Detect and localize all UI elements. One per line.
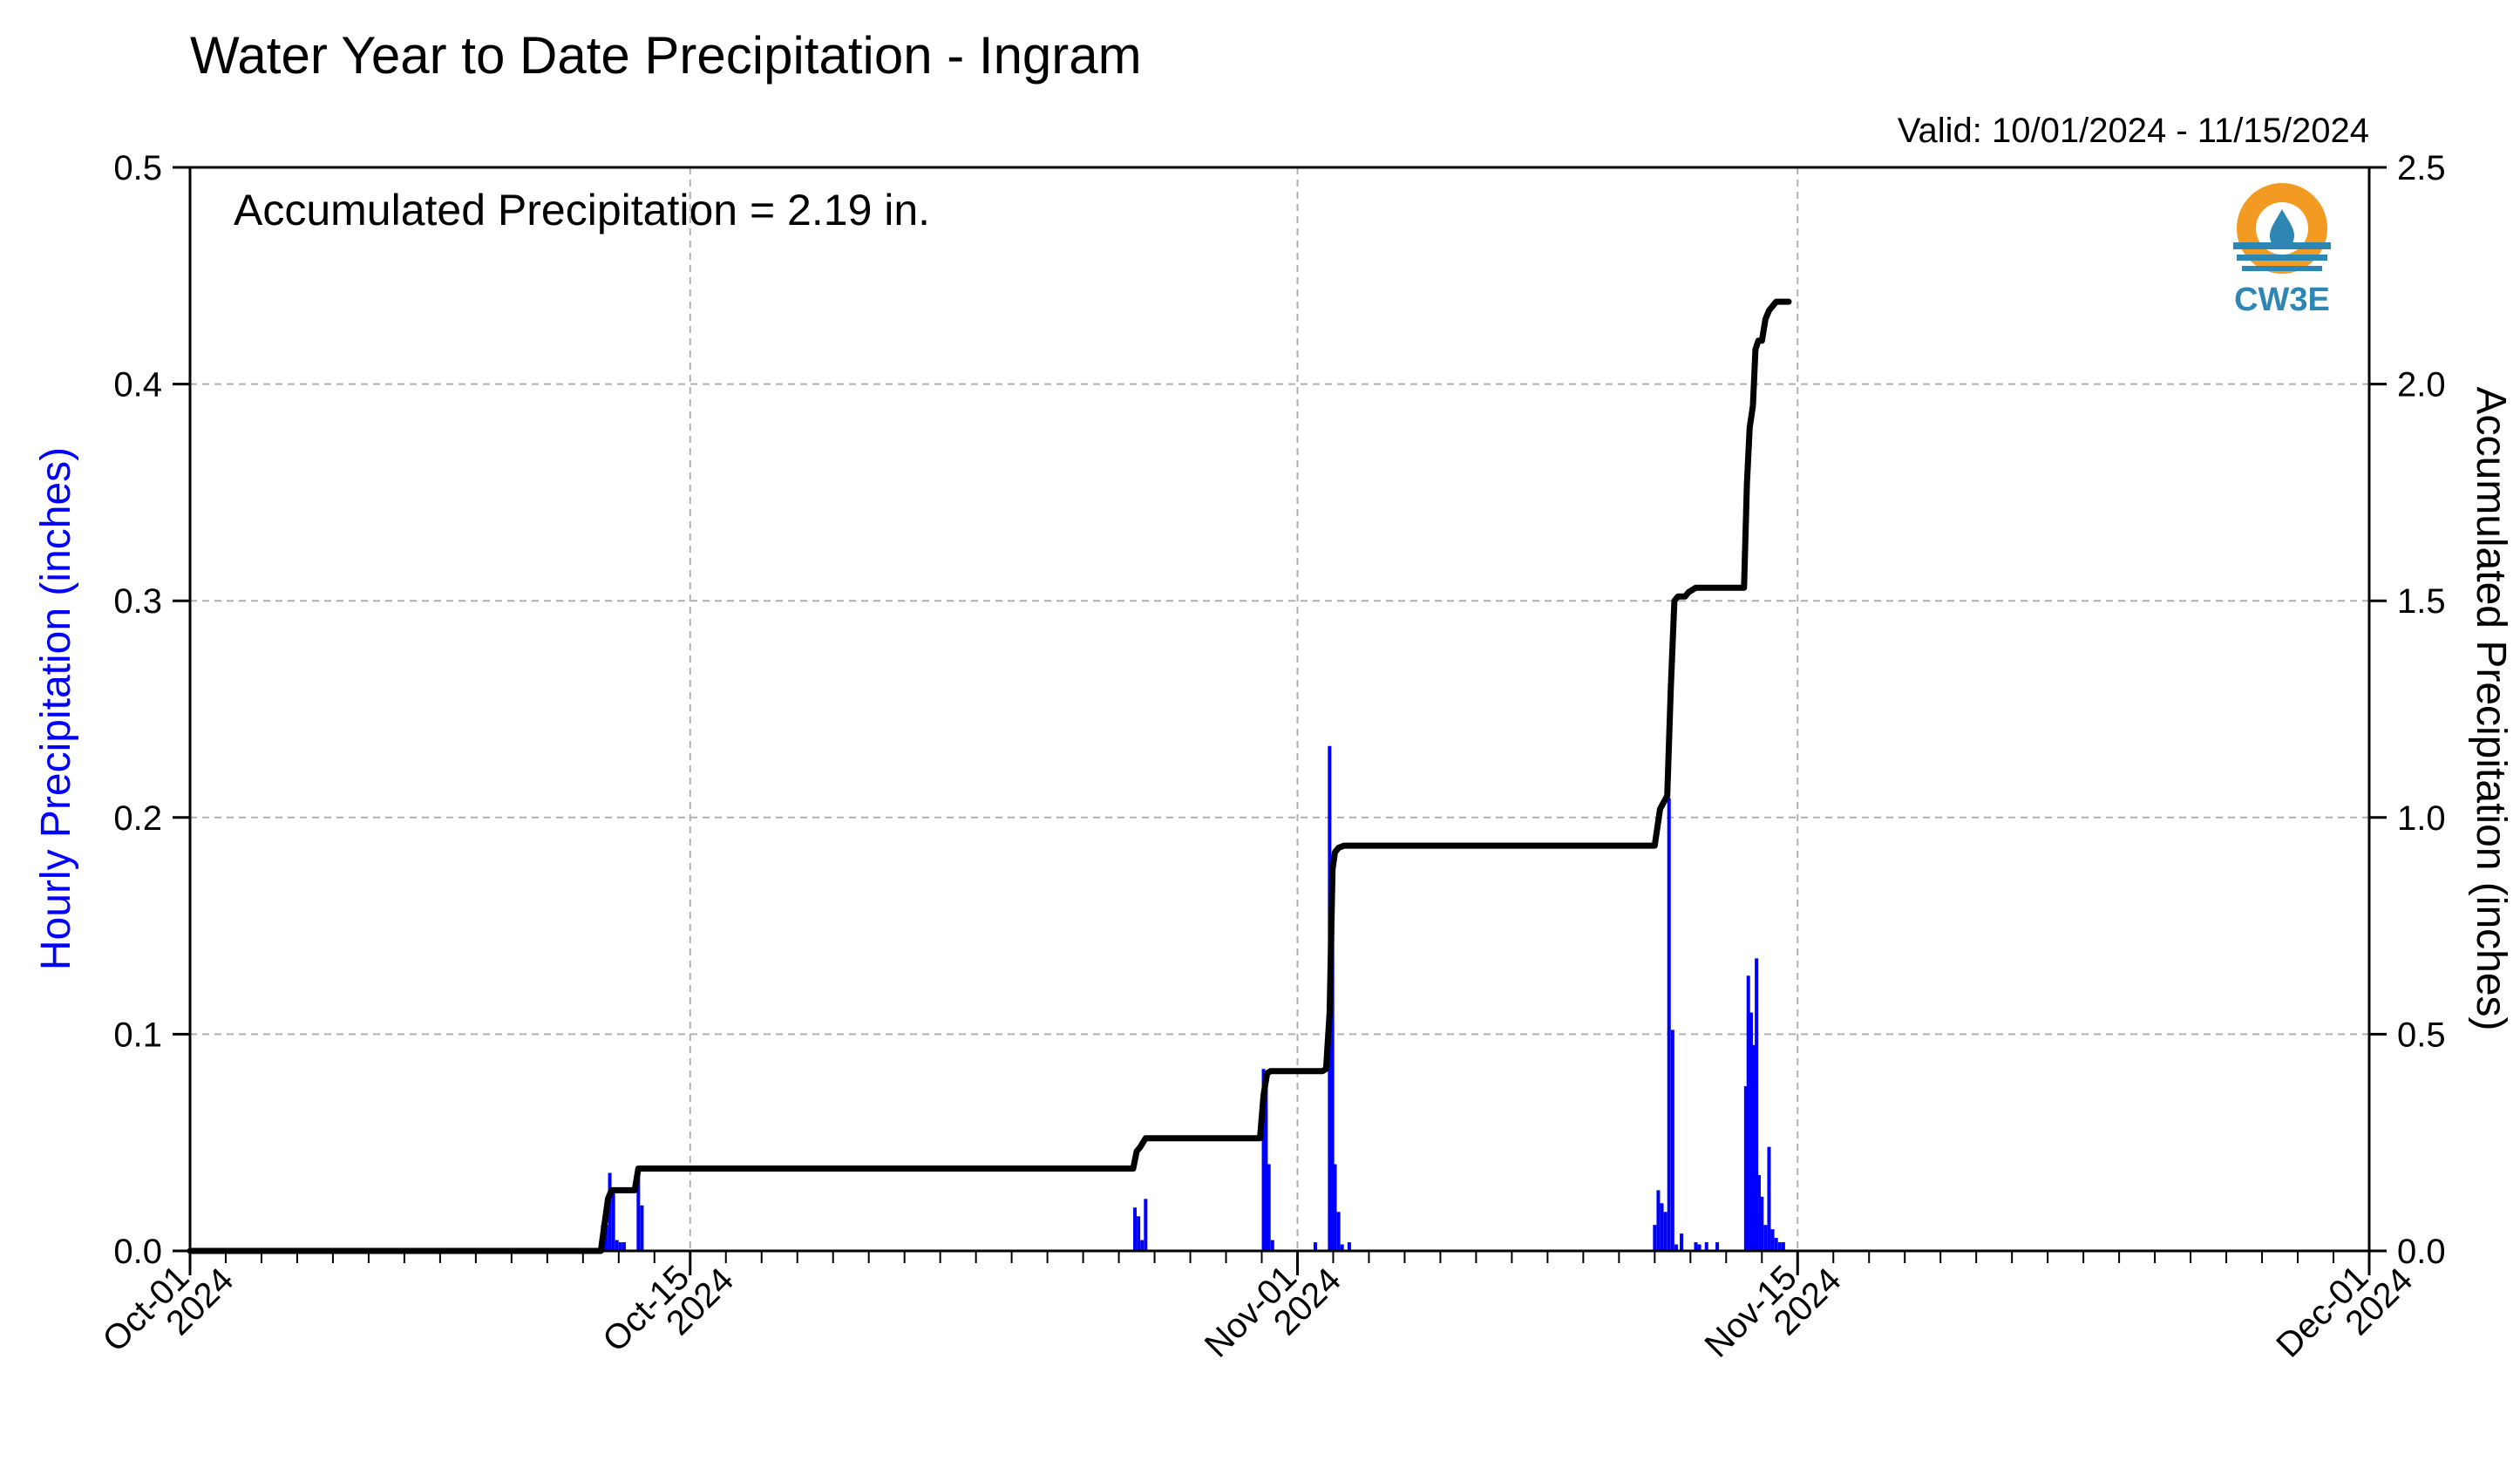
y-left-tick-labels: 0.0 0.1 0.2 0.3 0.4 0.5 <box>113 149 162 1271</box>
hourly-bar <box>1133 1207 1138 1251</box>
hourly-bar <box>1656 1190 1661 1251</box>
logo-text: CW3E <box>2234 282 2330 318</box>
hourly-bar <box>1336 1212 1341 1251</box>
hourly-bar <box>1755 958 1759 1251</box>
hourly-bar <box>1340 1244 1344 1251</box>
hourly-bar <box>1704 1242 1708 1251</box>
chart-title: Water Year to Date Precipitation - Ingra… <box>190 26 1142 85</box>
hourly-bar <box>1777 1242 1782 1251</box>
logo-raindrop-icon <box>2270 209 2294 249</box>
hourly-bar <box>1774 1238 1778 1251</box>
hourly-bar <box>1270 1240 1274 1251</box>
grid-lines <box>190 167 2369 1251</box>
y-left-tick-label: 0.5 <box>113 149 162 187</box>
hourly-bar <box>604 1225 608 1251</box>
y-left-tick-label: 0.4 <box>113 366 162 404</box>
hourly-bar <box>1267 1164 1271 1251</box>
accumulated-total-annotation: Accumulated Precipitation = 2.19 in. <box>234 186 930 234</box>
y-right-tick-label: 0.5 <box>2397 1016 2446 1054</box>
hourly-bar <box>1749 1012 1753 1251</box>
y-right-tick-label: 0.0 <box>2397 1233 2446 1271</box>
hourly-bar <box>1663 1212 1668 1251</box>
hourly-bar <box>1752 1044 1756 1251</box>
hourly-bar <box>1140 1240 1145 1251</box>
hourly-bar <box>1743 1086 1748 1251</box>
y-left-tick-label: 0.1 <box>113 1016 162 1054</box>
hourly-bar <box>618 1242 622 1251</box>
hourly-bar <box>1330 926 1335 1251</box>
hourly-bar <box>1670 1029 1674 1251</box>
hourly-bar <box>1781 1242 1785 1251</box>
hourly-bar <box>1667 798 1671 1251</box>
hourly-bar <box>1261 1069 1266 1251</box>
y-left-tick-label: 0.2 <box>113 799 162 838</box>
hourly-bar <box>1697 1244 1702 1251</box>
accumulated-precipitation-line <box>187 298 1792 1254</box>
y-right-tick-labels: 0.0 0.5 1.0 1.5 2.0 2.5 <box>2397 149 2446 1271</box>
valid-date-range: Valid: 10/01/2024 - 11/15/2024 <box>1898 112 2369 150</box>
hourly-bar <box>640 1205 644 1251</box>
y-right-tick-label: 2.0 <box>2397 366 2446 404</box>
axis-ticks <box>173 166 2387 1275</box>
logo-wave-icon <box>2242 266 2322 271</box>
y-right-tick-label: 2.5 <box>2397 149 2446 187</box>
hourly-bar <box>1767 1146 1771 1251</box>
cw3e-logo: CW3E <box>2233 183 2331 318</box>
hourly-bar <box>608 1172 612 1251</box>
hourly-bar <box>622 1242 626 1251</box>
hourly-bar <box>1653 1225 1657 1251</box>
hourly-bar <box>1264 1079 1268 1251</box>
hourly-bar <box>1137 1216 1141 1251</box>
logo-wave-icon <box>2237 255 2327 261</box>
plot-frame <box>188 166 2371 1253</box>
y-right-tick-label: 1.5 <box>2397 582 2446 621</box>
hourly-bar <box>1333 1164 1337 1251</box>
hourly-precipitation-bars <box>601 745 1785 1251</box>
hourly-bar <box>1144 1199 1148 1251</box>
hourly-bar <box>1313 1242 1317 1251</box>
hourly-bar <box>615 1240 619 1251</box>
hourly-bar <box>1760 1196 1764 1251</box>
y-left-axis-label: Hourly Precipitation (inches) <box>33 447 79 970</box>
hourly-bar <box>1694 1242 1698 1251</box>
y-right-tick-label: 1.0 <box>2397 799 2446 838</box>
y-left-tick-label: 0.0 <box>113 1233 162 1271</box>
hourly-bar <box>611 1190 615 1251</box>
hourly-bar <box>636 1168 641 1251</box>
hourly-bar <box>1763 1225 1768 1251</box>
hourly-bar <box>1674 1244 1678 1251</box>
hourly-bar <box>1757 1174 1761 1251</box>
logo-wave-icon <box>2233 242 2331 249</box>
y-right-axis-label: Accumulated Precipitation (inches) <box>2468 386 2514 1030</box>
y-left-tick-label: 0.3 <box>113 582 162 621</box>
hourly-bar <box>1660 1203 1664 1251</box>
hourly-bar <box>1680 1233 1684 1251</box>
hourly-bar <box>1347 1242 1351 1251</box>
hourly-bar <box>1770 1229 1775 1251</box>
hourly-bar <box>1746 975 1750 1251</box>
hourly-bar <box>1715 1242 1720 1251</box>
